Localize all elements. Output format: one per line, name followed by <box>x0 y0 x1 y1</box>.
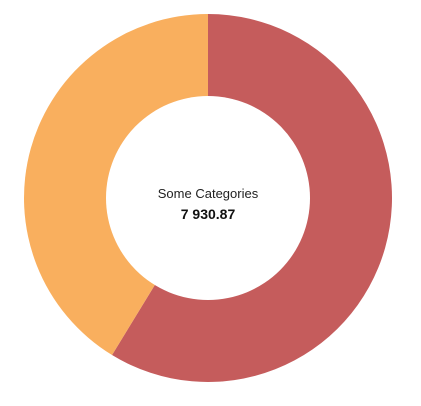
donut-hole <box>106 96 310 300</box>
center-label: Some Categories <box>158 186 259 201</box>
center-value: 7 930.87 <box>181 206 236 222</box>
